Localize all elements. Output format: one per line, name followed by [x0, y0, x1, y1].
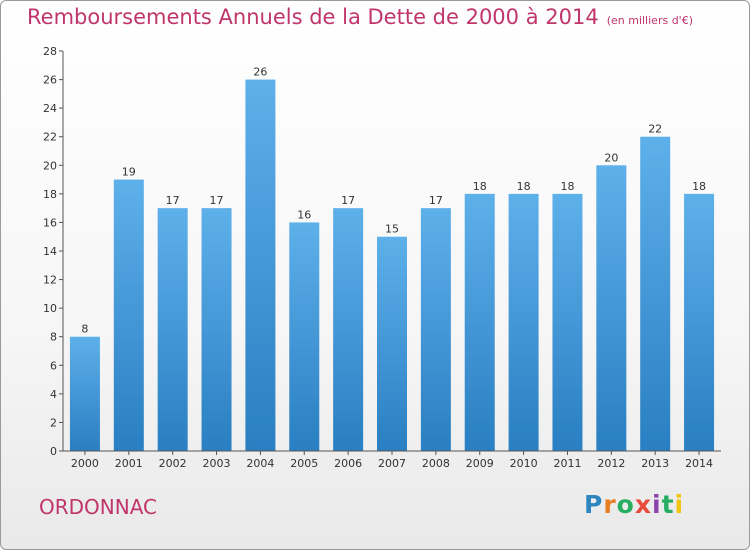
bar	[113, 179, 144, 452]
y-tick-label: 6	[50, 359, 57, 372]
y-tick-label: 10	[43, 302, 57, 315]
y-tick-label: 0	[50, 445, 57, 458]
x-tick-label: 2008	[422, 457, 450, 470]
bar	[684, 193, 715, 451]
bar-value-label: 18	[473, 180, 487, 193]
logo-letter: x	[634, 490, 652, 519]
x-tick-label: 2011	[553, 457, 581, 470]
bar-value-label: 16	[297, 208, 311, 221]
y-tick-label: 12	[43, 274, 57, 287]
commune-name: ORDONNAC	[39, 495, 157, 519]
x-tick-label: 2004	[246, 457, 274, 470]
y-tick-label: 24	[43, 102, 57, 115]
bars: 8 19 17 17 26 16 17 15 17 18 18 18 20 22 18	[69, 66, 715, 452]
bar	[420, 208, 451, 451]
bar-value-label: 19	[122, 166, 136, 179]
bar-value-label: 18	[692, 180, 706, 193]
bar	[508, 193, 539, 451]
x-tick-label: 2012	[597, 457, 625, 470]
proxiti-logo: Proxiti	[584, 490, 684, 519]
bar-value-label: 8	[81, 323, 88, 336]
y-tick-label: 4	[50, 388, 57, 401]
x-tick-label: 2001	[115, 457, 143, 470]
x-axis: 2000 2001 2002 2003 2004 2005 2006 2007 2008 2009…	[63, 450, 721, 470]
logo-letter: P	[584, 490, 604, 519]
x-tick-label: 2007	[378, 457, 406, 470]
bar-value-label: 15	[385, 223, 399, 236]
chart-unit: (en milliers d'€)	[606, 14, 693, 27]
y-tick-label: 26	[43, 74, 57, 87]
x-tick-label: 2014	[685, 457, 713, 470]
bar	[596, 165, 627, 452]
logo-letter: i	[674, 490, 685, 519]
bar-value-label: 26	[253, 66, 267, 79]
x-tick-label: 2002	[159, 457, 187, 470]
bar-value-label: 17	[341, 194, 355, 207]
bar	[245, 79, 276, 452]
x-tick-label: 2005	[290, 457, 318, 470]
y-tick-label: 16	[43, 216, 57, 229]
chart-title-text: Remboursements Annuels de la Dette de 20…	[27, 5, 599, 29]
bar	[552, 193, 583, 451]
bar	[333, 208, 364, 451]
bar	[201, 208, 232, 451]
chart-title: Remboursements Annuels de la Dette de 20…	[27, 5, 693, 29]
bar	[640, 136, 671, 451]
bar-value-label: 17	[429, 194, 443, 207]
y-tick-label: 20	[43, 159, 57, 172]
bar-value-label: 18	[517, 180, 531, 193]
bar-value-label: 20	[604, 151, 618, 164]
logo-letter: t	[661, 490, 675, 519]
logo-letter: o	[616, 490, 635, 519]
x-tick-label: 2000	[71, 457, 99, 470]
bar-value-label: 22	[648, 123, 662, 136]
bar	[69, 336, 100, 451]
logo-letter: r	[603, 490, 617, 519]
x-tick-label: 2006	[334, 457, 362, 470]
y-tick-label: 8	[50, 331, 57, 344]
x-tick-label: 2013	[641, 457, 669, 470]
logo-letter: i	[652, 490, 662, 519]
bar-value-label: 18	[560, 180, 574, 193]
x-tick-label: 2009	[466, 457, 494, 470]
y-tick-label: 2	[50, 416, 57, 429]
bar	[464, 193, 495, 451]
bar-value-label: 17	[166, 194, 180, 207]
bar	[377, 236, 407, 451]
y-tick-label: 28	[43, 45, 57, 58]
x-tick-label: 2003	[203, 457, 231, 470]
bar-value-label: 17	[210, 194, 224, 207]
bar	[157, 208, 188, 451]
y-tick-label: 18	[43, 188, 57, 201]
y-tick-label: 14	[43, 245, 57, 258]
bar	[289, 222, 320, 451]
x-tick-label: 2010	[510, 457, 538, 470]
y-tick-label: 22	[43, 131, 57, 144]
